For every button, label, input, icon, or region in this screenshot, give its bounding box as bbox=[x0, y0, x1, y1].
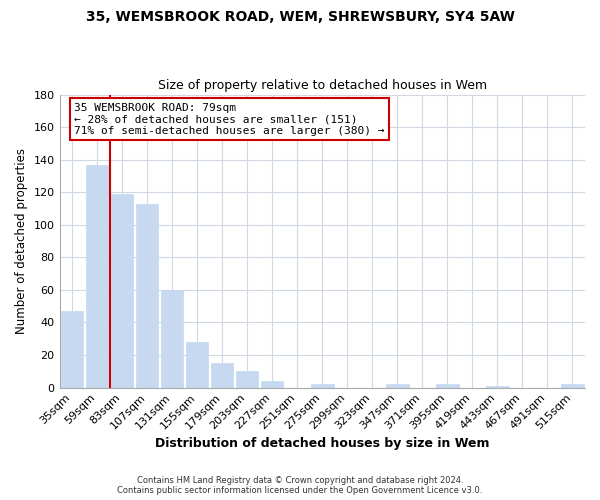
Bar bbox=[386, 384, 409, 388]
Bar bbox=[86, 164, 109, 388]
Text: 35, WEMSBROOK ROAD, WEM, SHREWSBURY, SY4 5AW: 35, WEMSBROOK ROAD, WEM, SHREWSBURY, SY4… bbox=[86, 10, 514, 24]
Bar bbox=[311, 384, 334, 388]
Y-axis label: Number of detached properties: Number of detached properties bbox=[15, 148, 28, 334]
Bar bbox=[236, 372, 259, 388]
Title: Size of property relative to detached houses in Wem: Size of property relative to detached ho… bbox=[158, 79, 487, 92]
Bar bbox=[61, 311, 83, 388]
Bar bbox=[186, 342, 208, 388]
Bar bbox=[436, 384, 458, 388]
Bar bbox=[136, 204, 158, 388]
Text: Contains HM Land Registry data © Crown copyright and database right 2024.
Contai: Contains HM Land Registry data © Crown c… bbox=[118, 476, 482, 495]
Bar bbox=[261, 381, 283, 388]
Text: 35 WEMSBROOK ROAD: 79sqm
← 28% of detached houses are smaller (151)
71% of semi-: 35 WEMSBROOK ROAD: 79sqm ← 28% of detach… bbox=[74, 102, 385, 136]
Bar bbox=[211, 363, 233, 388]
Bar bbox=[111, 194, 133, 388]
X-axis label: Distribution of detached houses by size in Wem: Distribution of detached houses by size … bbox=[155, 437, 490, 450]
Bar bbox=[161, 290, 184, 388]
Bar bbox=[486, 386, 509, 388]
Bar bbox=[561, 384, 584, 388]
